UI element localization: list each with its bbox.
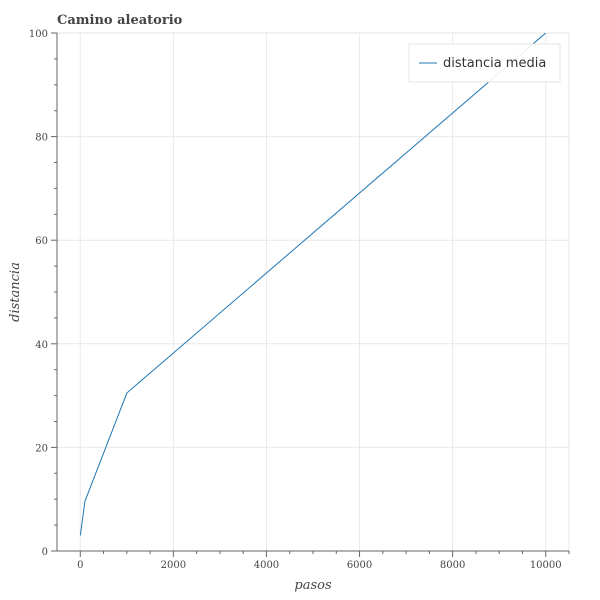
x-tick-label: 2000 bbox=[161, 560, 186, 571]
y-tick-label: 20 bbox=[35, 443, 48, 454]
series-layer bbox=[79, 33, 547, 536]
x-tick-label: 4000 bbox=[254, 560, 279, 571]
y-tick-label: 100 bbox=[29, 29, 48, 40]
series-line-distancia-media bbox=[79, 33, 547, 536]
x-axis-ticks: 0 2000 4000 6000 8000 10000 bbox=[77, 551, 570, 571]
plot-frame bbox=[56, 32, 570, 552]
x-tick-label: 10000 bbox=[530, 560, 562, 571]
y-tick-label: 0 bbox=[42, 547, 48, 558]
x-tick-label: 6000 bbox=[347, 560, 372, 571]
legend: distancia media bbox=[408, 43, 561, 83]
x-tick-label: 8000 bbox=[440, 560, 465, 571]
x-tick-label: 0 bbox=[77, 560, 83, 571]
chart-title: Camino aleatorio bbox=[57, 13, 183, 28]
y-tick-label: 60 bbox=[35, 236, 48, 247]
y-axis-label: distancia bbox=[8, 262, 23, 322]
y-tick-label: 40 bbox=[35, 340, 48, 351]
legend-label-distancia-media: distancia media bbox=[443, 56, 546, 71]
y-tick-label: 80 bbox=[35, 133, 48, 144]
grid bbox=[57, 32, 569, 552]
y-axis-ticks: 0 20 40 60 80 100 bbox=[29, 29, 57, 558]
x-axis-label: pasos bbox=[294, 578, 332, 593]
